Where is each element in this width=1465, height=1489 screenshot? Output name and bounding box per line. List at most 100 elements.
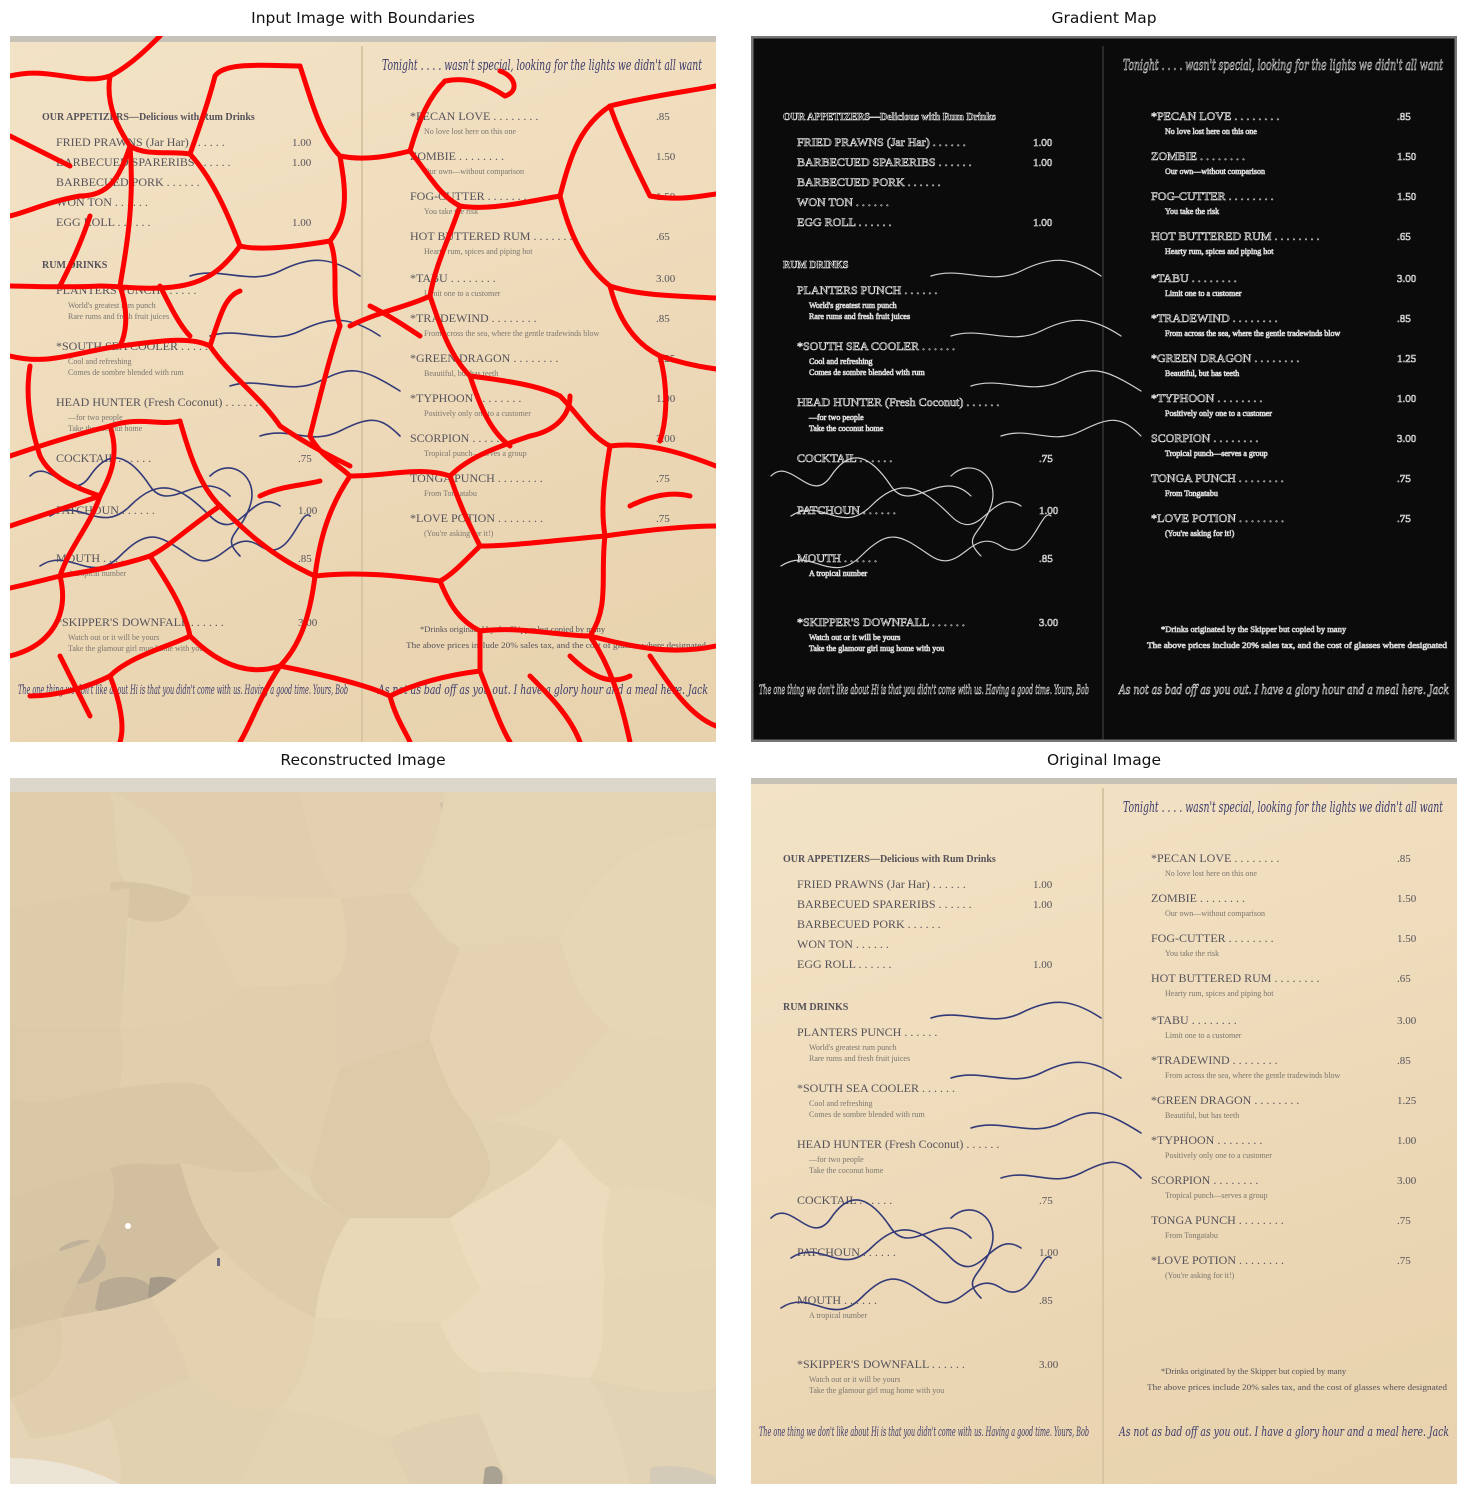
appetizer-price: 1.00: [1033, 879, 1053, 891]
drink-name: *TABU . . . . . . . .: [1151, 271, 1237, 285]
drink-name: TONGA PUNCH . . . . . . . .: [1151, 471, 1284, 485]
drink-desc: Take the glamour girl mug home with you: [809, 1386, 944, 1395]
drink-desc: From Tongatabu: [424, 489, 477, 498]
appetizer-name: WON TON . . . . . .: [797, 195, 889, 209]
drink-name: *GREEN DRAGON . . . . . . . .: [410, 351, 558, 365]
drink-desc: Watch out or it will be yours: [809, 1375, 900, 1384]
appetizer-name: FRIED PRAWNS (Jar Har) . . . . . .: [797, 135, 966, 149]
drink-price: .85: [1397, 853, 1411, 865]
drink-desc: From Tongatabu: [1165, 1231, 1218, 1240]
appetizer-price: 1.00: [1033, 899, 1053, 911]
reconstructed-image: [10, 778, 716, 1484]
drink-price: .85: [656, 313, 670, 325]
drink-desc: You take the risk: [1165, 949, 1219, 958]
drink-name: *TABU . . . . . . . .: [1151, 1013, 1237, 1027]
drink-name: *TRADEWIND . . . . . . . .: [410, 311, 537, 325]
footnote: The above prices include 20% sales tax, …: [406, 640, 707, 650]
appetizer-name: BARBECUED SPARERIBS . . . . . .: [797, 155, 972, 169]
drink-price: .75: [298, 453, 312, 465]
drink-name: FOG-CUTTER . . . . . . . .: [1151, 189, 1274, 203]
drink-price: .65: [1397, 231, 1411, 243]
drink-desc: Rare rums and fresh fruit juices: [68, 312, 169, 321]
drink-desc: Positively only one to a customer: [1165, 1151, 1272, 1160]
drink-desc: Limit one to a customer: [1165, 289, 1242, 298]
appetizer-name: WON TON . . . . . .: [797, 937, 889, 951]
drink-desc: (You're asking for it!): [424, 529, 494, 538]
drink-name: SCORPION . . . . . . . .: [1151, 431, 1258, 445]
drink-price: .85: [1039, 553, 1053, 565]
drink-name: ZOMBIE . . . . . . . .: [1151, 891, 1245, 905]
panel-title: Reconstructed Image: [280, 751, 446, 769]
drink-desc: Rare rums and fresh fruit juices: [809, 312, 910, 321]
drink-desc: World's greatest rum punch: [809, 1043, 897, 1052]
drink-price: 1.00: [1039, 1247, 1059, 1259]
drink-desc: No love lost here on this one: [1165, 127, 1257, 136]
appetizers-header: OUR APPETIZERS—Delicious with Rum Drinks: [783, 854, 996, 865]
appetizers-header: OUR APPETIZERS—Delicious with Rum Drinks: [783, 112, 996, 123]
drink-name: ZOMBIE . . . . . . . .: [1151, 149, 1245, 163]
drink-desc: —for two people: [808, 1155, 864, 1164]
drink-desc: From across the sea, where the gentle tr…: [424, 329, 600, 338]
drink-price: .75: [656, 513, 670, 525]
gradient-map-image: OUR APPETIZERS—Delicious with Rum Drinks…: [751, 36, 1457, 742]
drink-desc: Our own—without comparison: [1165, 909, 1265, 918]
drink-price: .75: [1039, 1195, 1053, 1207]
drink-price: 1.25: [1397, 1095, 1417, 1107]
drink-price: .65: [656, 231, 670, 243]
drink-name: *TRADEWIND . . . . . . . .: [1151, 1053, 1278, 1067]
drink-price: .85: [1039, 1295, 1053, 1307]
drink-price: .85: [1397, 1055, 1411, 1067]
drink-name: *GREEN DRAGON . . . . . . . .: [1151, 1093, 1299, 1107]
gradient-content: OUR APPETIZERS—Delicious with Rum Drinks…: [751, 36, 1457, 742]
drink-desc: (You're asking for it!): [1165, 1271, 1235, 1280]
drink-desc: Cool and refreshing: [68, 357, 132, 366]
drink-name: HEAD HUNTER (Fresh Coconut) . . . . . .: [797, 1137, 999, 1151]
handwriting-top: Tonight . . . . wasn't special, looking …: [1123, 798, 1444, 816]
drink-desc: Beautiful, but has teeth: [1165, 1111, 1239, 1120]
appetizer-name: BARBECUED PORK . . . . . .: [797, 175, 941, 189]
drink-desc: A tropical number: [809, 1311, 868, 1320]
drink-name: *TYPHOON . . . . . . . .: [1151, 1133, 1262, 1147]
appetizer-name: BARBECUED PORK . . . . . .: [797, 917, 941, 931]
appetizers-header: OUR APPETIZERS—Delicious with Rum Drinks: [42, 112, 255, 123]
drink-desc: World's greatest rum punch: [68, 301, 156, 310]
drink-desc: From across the sea, where the gentle tr…: [1165, 329, 1341, 338]
drink-desc: Watch out or it will be yours: [68, 633, 159, 642]
drink-price: .75: [1397, 1215, 1411, 1227]
drink-desc: (You're asking for it!): [1165, 529, 1235, 538]
handwriting-bottom-left: The one thing we don't like about Hi is …: [759, 1425, 1089, 1440]
appetizer-name: BARBECUED SPARERIBS . . . . . .: [56, 155, 231, 169]
signature-scribbles: [770, 1001, 1142, 1311]
appetizer-price: 1.00: [1033, 157, 1053, 169]
rum-header: RUM DRINKS: [783, 260, 849, 271]
drink-name: HOT BUTTERED RUM . . . . . . . .: [1151, 229, 1319, 243]
drink-desc: Take the coconut home: [809, 1166, 884, 1175]
drink-desc: No love lost here on this one: [424, 127, 516, 136]
menu-content: OUR APPETIZERS—Delicious with Rum Drinks…: [751, 778, 1457, 1484]
drink-name: PLANTERS PUNCH . . . . . .: [797, 1025, 937, 1039]
drink-name: *LOVE POTION . . . . . . . .: [1151, 1253, 1284, 1267]
footnote: The above prices include 20% sales tax, …: [1147, 640, 1448, 650]
drink-price: 1.50: [1397, 933, 1417, 945]
drink-desc: Watch out or it will be yours: [809, 633, 900, 642]
drink-name: *PECAN LOVE . . . . . . . .: [410, 109, 538, 123]
superpixel-regions: [10, 778, 716, 1484]
drink-desc: Cool and refreshing: [809, 357, 873, 366]
drink-desc: Our own—without comparison: [1165, 167, 1265, 176]
drink-desc: You take the risk: [1165, 207, 1219, 216]
drink-price: 3.00: [656, 273, 676, 285]
drink-name: *TYPHOON . . . . . . . .: [410, 391, 521, 405]
drink-price: .85: [298, 553, 312, 565]
drink-price: 1.50: [656, 151, 676, 163]
panel-title: Gradient Map: [1051, 9, 1157, 27]
panel-title: Original Image: [1046, 751, 1162, 769]
drink-price: 3.00: [1039, 1359, 1059, 1371]
drink-price: .75: [1397, 513, 1411, 525]
appetizer-price: 1.00: [292, 217, 312, 229]
original-image: OUR APPETIZERS—Delicious with Rum Drinks…: [751, 778, 1457, 1484]
appetizer-name: EGG ROLL . . . . . .: [797, 957, 892, 971]
drink-desc: Hearty rum, spices and piping hot: [1165, 247, 1274, 256]
drink-desc: Rare rums and fresh fruit juices: [809, 1054, 910, 1063]
signature-scribbles: [770, 259, 1142, 569]
drink-name: HOT BUTTERED RUM . . . . . . . .: [1151, 971, 1319, 985]
